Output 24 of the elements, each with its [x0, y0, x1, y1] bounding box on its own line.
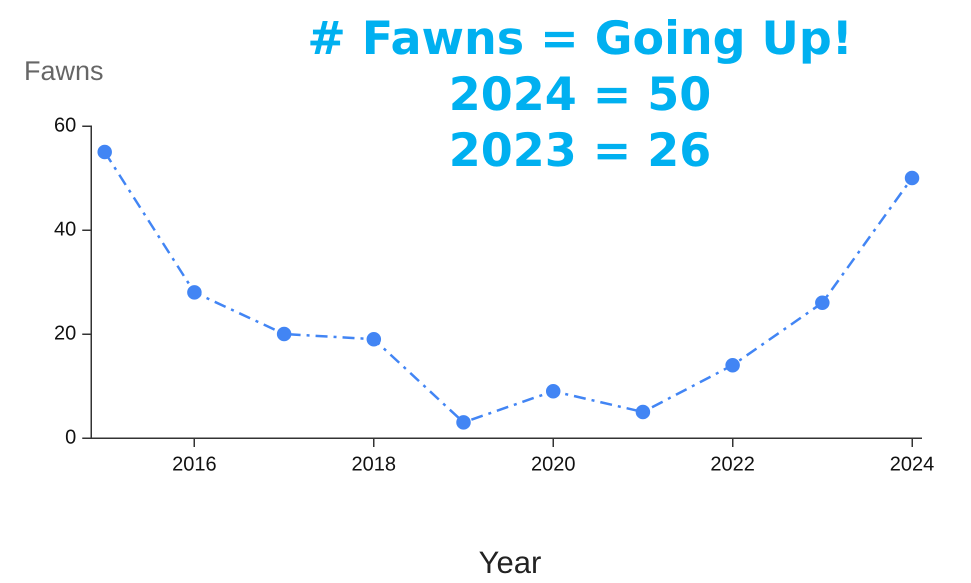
point — [904, 170, 920, 186]
point — [366, 332, 382, 346]
y-tick-label: 60 — [54, 114, 76, 137]
point — [97, 144, 112, 160]
chart-title: # Fawns = Going Up! — [306, 10, 854, 66]
point — [187, 285, 202, 300]
point — [815, 296, 830, 310]
x-tick-label: 2018 — [352, 454, 396, 476]
y-axis-title: Fawns — [24, 56, 104, 87]
text: 2024 = 50 — [448, 66, 712, 122]
x-tick-label: 2024 — [890, 454, 934, 476]
point — [725, 358, 740, 372]
point — [546, 384, 560, 398]
y-tick-label: 40 — [54, 218, 76, 241]
point — [456, 415, 471, 430]
annotation: 2023 = 26 — [448, 122, 712, 178]
x-axis-title: Year — [478, 545, 542, 581]
x-tick-label: 2020 — [530, 454, 576, 476]
y-tick-label: 20 — [54, 322, 76, 345]
y-tick-label: 0 — [65, 426, 76, 449]
x-tick-label: 2016 — [172, 454, 217, 476]
point — [276, 326, 292, 342]
point — [636, 404, 650, 420]
x-tick-label: 2022 — [710, 454, 755, 476]
